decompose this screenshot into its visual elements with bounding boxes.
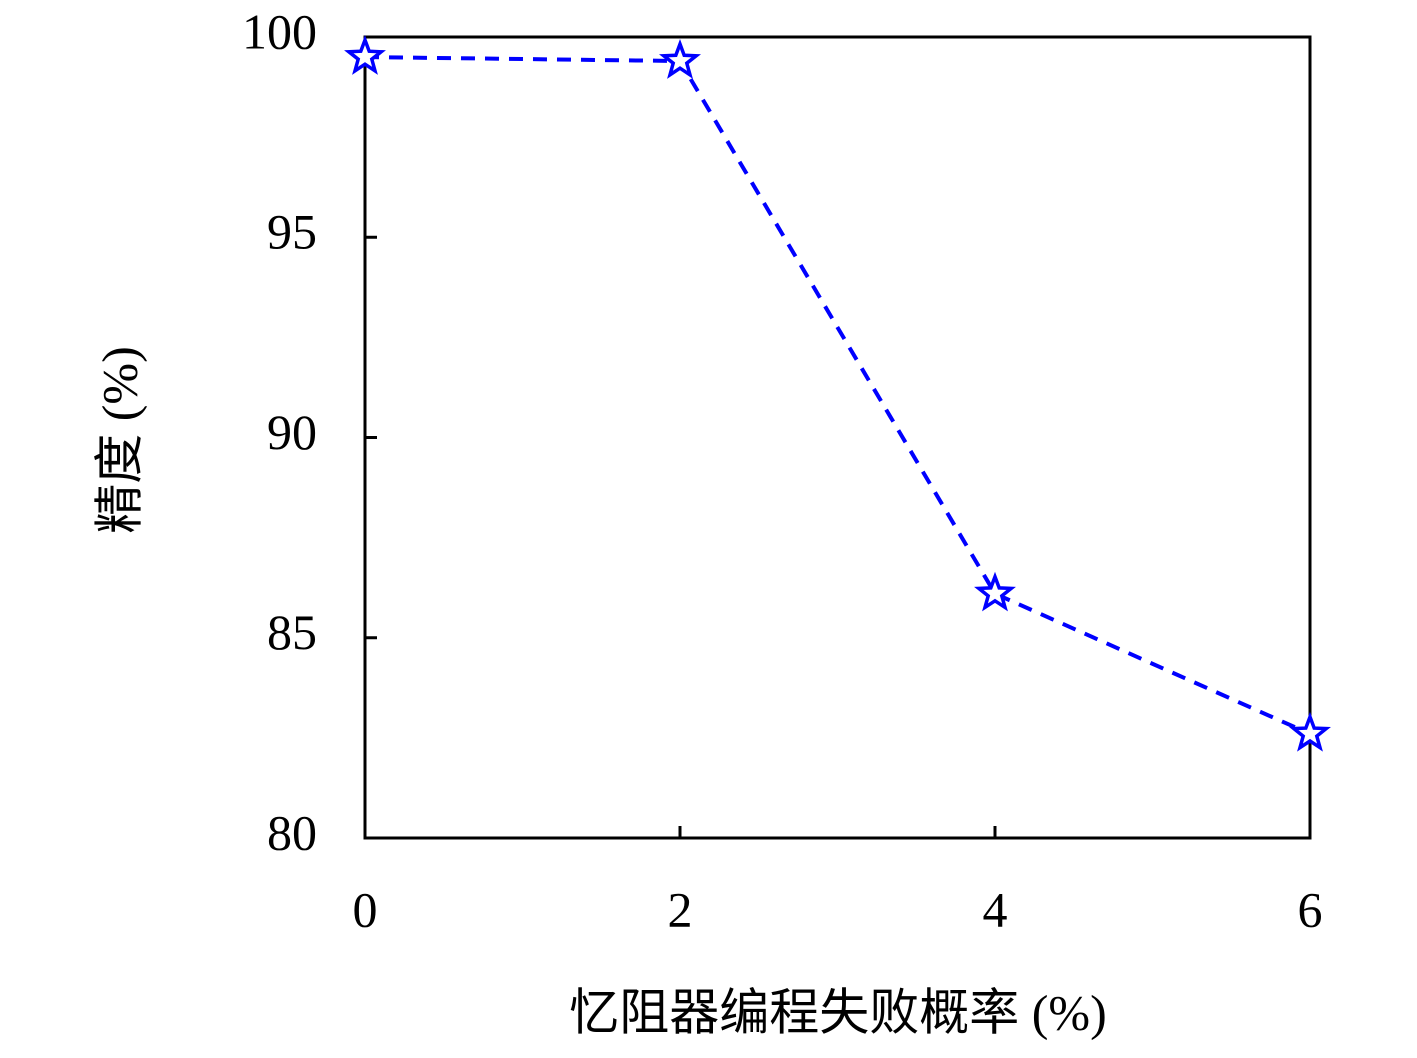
y-tick-label: 95 <box>267 204 317 260</box>
y-tick-label: 90 <box>267 404 317 460</box>
data-point <box>1289 711 1331 752</box>
y-axis-label: 精度 (%) <box>91 346 147 533</box>
y-tick-label: 85 <box>267 604 317 660</box>
data-point <box>974 571 1016 612</box>
x-axis-label: 忆阻器编程失败概率 (%) <box>569 984 1106 1040</box>
plot-frame <box>363 35 1312 840</box>
data-line <box>364 55 1311 736</box>
data-point <box>344 35 386 75</box>
y-tick-label: 100 <box>242 3 317 59</box>
x-tick-label: 0 <box>353 881 378 937</box>
y-tick-label: 80 <box>267 804 317 860</box>
x-tick-label: 2 <box>668 881 693 937</box>
x-tick-label: 6 <box>1298 881 1323 937</box>
data-point <box>658 38 702 79</box>
x-tick-label: 4 <box>983 881 1008 937</box>
